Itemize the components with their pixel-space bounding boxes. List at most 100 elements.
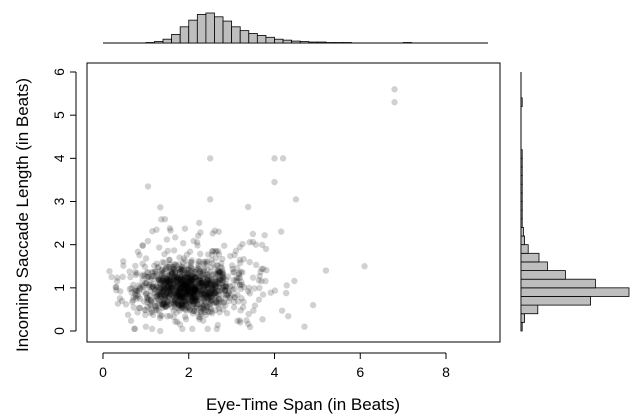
scatter-points bbox=[106, 86, 398, 335]
scatter-point bbox=[195, 263, 203, 270]
scatter-point bbox=[132, 269, 139, 276]
scatter-point bbox=[218, 265, 226, 272]
scatter-point bbox=[168, 268, 176, 276]
scatter-point bbox=[255, 296, 263, 303]
scatter-point bbox=[239, 269, 246, 276]
scatter-point bbox=[175, 291, 182, 298]
scatter-point bbox=[142, 323, 150, 330]
scatter-point bbox=[190, 287, 197, 295]
scatter-point bbox=[164, 299, 172, 307]
scatter-point bbox=[178, 275, 186, 283]
scatter-point bbox=[177, 295, 184, 302]
scatter-point bbox=[140, 288, 148, 296]
scatter-point bbox=[209, 278, 216, 285]
scatter-point bbox=[135, 287, 142, 294]
scatter-point bbox=[167, 279, 174, 286]
scatter-point bbox=[175, 266, 182, 273]
scatter-point bbox=[204, 277, 211, 285]
scatter-point bbox=[215, 296, 223, 303]
scatter-point bbox=[193, 288, 201, 296]
scatter-point bbox=[144, 269, 152, 276]
scatter-point bbox=[191, 284, 199, 291]
scatter-point bbox=[183, 290, 190, 298]
scatter-point bbox=[212, 282, 219, 290]
scatter-point bbox=[213, 278, 221, 286]
scatter-point bbox=[215, 302, 222, 309]
scatter-point bbox=[136, 304, 143, 311]
scatter-point bbox=[246, 323, 254, 331]
scatter-point bbox=[163, 290, 171, 298]
scatter-point bbox=[183, 251, 191, 258]
scatter-point bbox=[152, 306, 160, 313]
scatter-point bbox=[168, 271, 175, 278]
scatter-point bbox=[144, 237, 152, 245]
scatter-point bbox=[172, 318, 179, 325]
scatter-point bbox=[181, 274, 188, 281]
scatter-point bbox=[160, 286, 168, 294]
top-histogram-bar bbox=[196, 14, 207, 44]
scatter-point bbox=[195, 301, 202, 308]
scatter-point bbox=[188, 284, 195, 291]
top-histogram-bar bbox=[205, 12, 215, 44]
scatter-point bbox=[175, 289, 182, 296]
scatter-point bbox=[171, 282, 179, 290]
scatter-point bbox=[161, 250, 168, 258]
scatter-point bbox=[191, 294, 198, 301]
scatter-point bbox=[205, 280, 212, 287]
scatter-point bbox=[175, 277, 182, 284]
scatter-point bbox=[124, 311, 132, 318]
scatter-point bbox=[213, 325, 221, 333]
scatter-point bbox=[148, 325, 156, 333]
scatter-point bbox=[117, 288, 124, 295]
scatter-point bbox=[177, 266, 185, 273]
scatter-point bbox=[136, 295, 144, 302]
scatter-point bbox=[207, 290, 214, 298]
scatter-point bbox=[181, 289, 188, 296]
scatter-point bbox=[199, 278, 207, 285]
scatter-point bbox=[209, 286, 216, 293]
scatter-point bbox=[184, 285, 192, 293]
scatter-point bbox=[168, 274, 175, 281]
scatter-point bbox=[184, 294, 192, 302]
scatter-point bbox=[177, 285, 185, 292]
scatter-point bbox=[203, 271, 211, 278]
scatter-point bbox=[195, 280, 203, 287]
scatter-point bbox=[164, 283, 172, 290]
scatter-point bbox=[172, 277, 180, 285]
scatter-point bbox=[190, 291, 197, 299]
scatter-point bbox=[212, 289, 220, 297]
scatter-point bbox=[168, 270, 176, 277]
scatter-point bbox=[187, 282, 194, 289]
scatter-point bbox=[161, 284, 169, 292]
scatter-point bbox=[182, 298, 190, 305]
scatter-point bbox=[171, 289, 178, 297]
scatter-point bbox=[209, 281, 216, 289]
scatter-point bbox=[158, 216, 165, 223]
scatter-point bbox=[213, 287, 220, 295]
x-axis: 0 2 4 6 8 bbox=[99, 352, 450, 380]
scatter-point bbox=[203, 281, 211, 288]
scatter-point bbox=[172, 261, 180, 268]
scatter-point bbox=[164, 285, 171, 293]
scatter-point bbox=[148, 274, 155, 281]
scatter-point bbox=[205, 291, 212, 298]
scatter-point bbox=[181, 225, 189, 232]
scatter-point bbox=[206, 293, 213, 301]
scatter-point bbox=[160, 301, 168, 309]
scatter-point bbox=[165, 279, 173, 287]
scatter-point bbox=[178, 301, 185, 309]
scatter-point bbox=[179, 302, 186, 309]
scatter-point bbox=[161, 285, 168, 293]
scatter-point bbox=[205, 284, 212, 291]
scatter-point bbox=[179, 277, 186, 284]
scatter-point bbox=[181, 298, 189, 305]
scatter-point bbox=[194, 297, 201, 304]
scatter-point bbox=[165, 282, 172, 290]
scatter-point bbox=[128, 298, 136, 306]
scatter-point bbox=[179, 266, 186, 273]
scatter-point bbox=[156, 327, 164, 335]
scatter-point bbox=[147, 306, 155, 313]
scatter-point bbox=[191, 270, 198, 278]
scatter-point bbox=[189, 298, 197, 305]
scatter-point bbox=[195, 257, 202, 265]
